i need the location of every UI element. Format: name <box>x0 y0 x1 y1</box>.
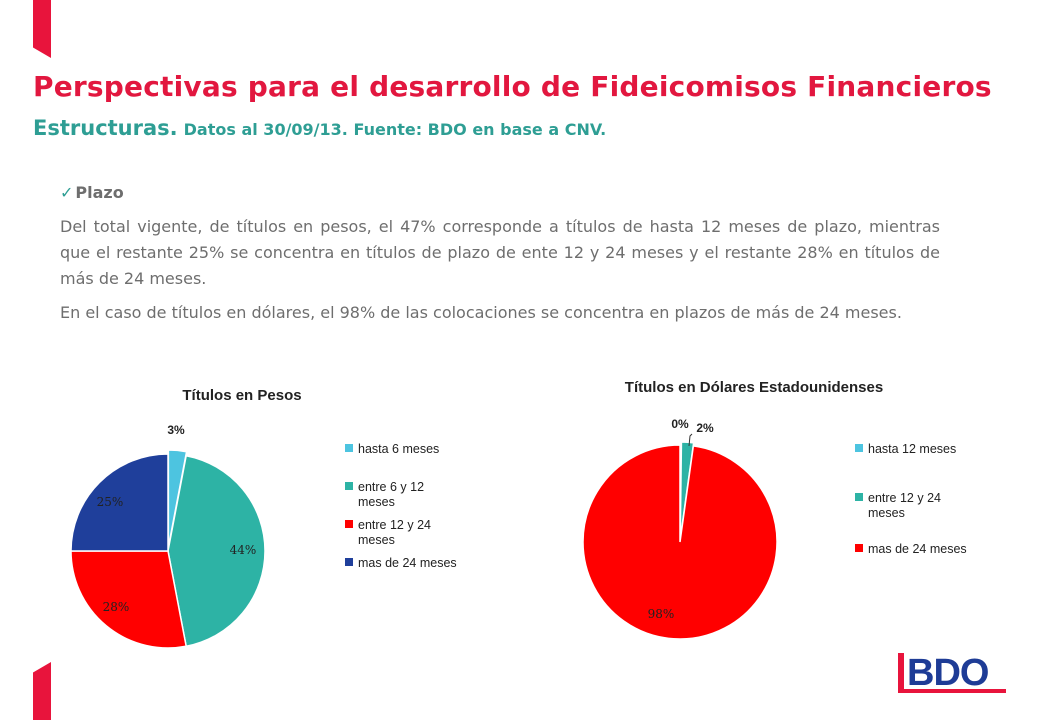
legend-label: hasta 12 meses <box>868 442 956 456</box>
pie-slice-4 <box>70 453 169 552</box>
legend-swatch <box>345 444 353 452</box>
chart-title: Títulos en Pesos <box>182 387 301 404</box>
legend-label: mas de 24 meses <box>868 542 967 556</box>
pie-chart-pesos: Títulos en Pesos 3% 44% 28% 25% hasta 6 meses… <box>70 387 457 649</box>
chart-titulos-dolares: Títulos en Dólares Estadounidenses 0% 2% 98… <box>565 370 1015 660</box>
slice-label: 28% <box>103 600 130 614</box>
slice-label: 44% <box>230 543 257 557</box>
chart-titulos-pesos: Títulos en Pesos 3% 44% 28% 25% hasta 6 meses… <box>55 370 510 660</box>
accent-bar-bottom <box>33 662 51 720</box>
subtitle-main: Estructuras. <box>33 116 178 140</box>
slice-label: 3% <box>167 423 185 437</box>
legend-label: entre 12 y 24 <box>868 491 941 505</box>
slice-label: 98% <box>648 607 675 621</box>
pie-slice-3 <box>70 550 188 649</box>
checkmark-icon: ✓ <box>60 183 74 202</box>
bullet-point: ✓ Plazo <box>60 180 940 206</box>
content-body: ✓ Plazo Del total vigente, de títulos en … <box>60 180 940 334</box>
paragraph-dolares: En el caso de títulos en dólares, el 98%… <box>60 303 902 322</box>
page-subtitle: Estructuras. Datos al 30/09/13. Fuente: B… <box>33 116 606 140</box>
legend-swatch <box>855 444 863 452</box>
slice-label: 0% <box>671 417 689 431</box>
bdo-logo: BDO <box>898 652 1006 694</box>
slice-leader-line <box>688 433 693 447</box>
legend-label: entre 12 y 24 <box>358 518 431 532</box>
point-title: Plazo <box>75 183 124 202</box>
legend-swatch <box>345 482 353 490</box>
legend-swatch <box>345 520 353 528</box>
legend-label: mas de 24 meses <box>358 556 457 570</box>
legend-label: meses <box>358 495 395 509</box>
logo-underline <box>898 689 1006 693</box>
pie-slice-3 <box>582 444 778 640</box>
pie-slice-2 <box>167 454 266 648</box>
accent-bar-top <box>33 0 51 58</box>
legend-swatch <box>855 544 863 552</box>
subtitle-note: Datos al 30/09/13. Fuente: BDO en base a… <box>183 120 607 139</box>
logo-red-bar <box>898 653 904 693</box>
legend-label: hasta 6 meses <box>358 442 439 456</box>
legend-label: meses <box>868 506 905 520</box>
legend-swatch <box>855 493 863 501</box>
slice-label: 25% <box>97 495 124 509</box>
slice-label: 2% <box>696 421 714 435</box>
page-title: Perspectivas para el desarrollo de Fidei… <box>33 70 992 103</box>
paragraph-pesos: Del total vigente, de títulos en pesos, … <box>60 217 940 288</box>
logo-text: BDO <box>907 652 988 694</box>
pie-chart-dolares: Títulos en Dólares Estadounidenses 0% 2% 98… <box>582 379 967 640</box>
legend-label: meses <box>358 533 395 547</box>
chart-title: Títulos en Dólares Estadounidenses <box>625 379 883 396</box>
legend-swatch <box>345 558 353 566</box>
legend-label: entre 6 y 12 <box>358 480 424 494</box>
